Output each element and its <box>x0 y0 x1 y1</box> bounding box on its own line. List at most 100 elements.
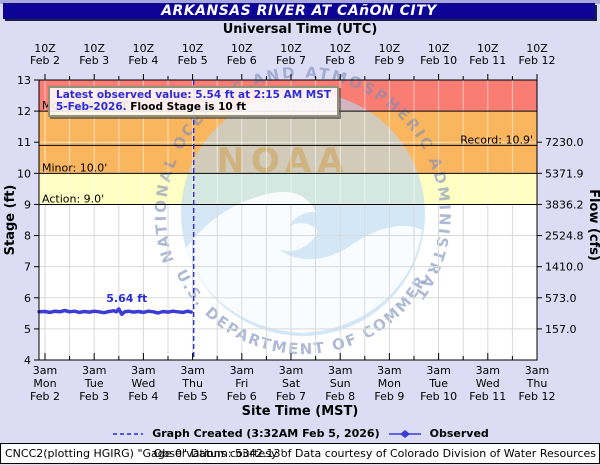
observed-date-text: 5-Feb-2026. <box>56 101 127 113</box>
site-tick-date: Feb 4 <box>128 390 158 403</box>
site-tick-time: 3am <box>328 364 352 377</box>
stage-tick-label: 9 <box>24 198 31 211</box>
page-top-strip <box>0 0 600 4</box>
stage-tick-label: 7 <box>24 261 31 274</box>
stage-tick-label: 12 <box>17 105 31 118</box>
site-tick-date: Feb 5 <box>178 390 208 403</box>
site-time-axis-title: Site Time (MST) <box>241 404 359 419</box>
flow-tick-label: 3836.2 <box>545 198 584 211</box>
flow-tick-label: 157.0 <box>545 323 577 336</box>
utc-tick-date: Feb 6 <box>227 54 257 67</box>
utc-tick-label: 10Z <box>526 42 548 55</box>
flow-tick-label: 7230.0 <box>545 136 584 149</box>
site-tick-dow: Wed <box>476 377 500 390</box>
site-tick-time: 3am <box>230 364 254 377</box>
site-tick-dow: Sat <box>282 377 301 390</box>
station-datum-text: CNCC2(plotting HGIRG) "Gage 0" Datum: 53… <box>5 447 284 460</box>
site-tick-date: Feb 12 <box>519 390 556 403</box>
site-tick-dow: Mon <box>33 377 56 390</box>
site-tick-time: 3am <box>131 364 155 377</box>
utc-tick-date: Feb 5 <box>178 54 208 67</box>
site-tick-date: Feb 7 <box>276 390 306 403</box>
stage-tick-label: 13 <box>17 74 31 87</box>
site-tick-time: 3am <box>426 364 450 377</box>
utc-tick-date: Feb 3 <box>79 54 109 67</box>
flow-tick-label: 1410.0 <box>545 261 584 274</box>
flood-label-record: Record: 10.9' <box>460 133 533 146</box>
utc-tick-label: 10Z <box>133 42 155 55</box>
site-tick-date: Feb 11 <box>469 390 506 403</box>
site-tick-dow: Mon <box>378 377 401 390</box>
site-tick-dow: Thu <box>181 377 203 390</box>
utc-tick-label: 10Z <box>182 42 204 55</box>
page-title: ARKANSAS RIVER AT CAñON CITY <box>3 3 595 19</box>
flow-tick-label: 2524.8 <box>545 230 584 243</box>
utc-tick-date: Feb 11 <box>469 54 506 67</box>
site-tick-time: 3am <box>279 364 303 377</box>
observed-legend-label: Observed <box>429 427 489 440</box>
stage-tick-label: 8 <box>24 230 31 243</box>
utc-tick-date: Feb 10 <box>420 54 457 67</box>
utc-tick-label: 10Z <box>34 42 56 55</box>
footer-bar: CNCC2(plotting HGIRG) "Gage 0" Datum: 53… <box>0 443 600 464</box>
site-tick-time: 3am <box>525 364 549 377</box>
utc-tick-date: Feb 7 <box>276 54 306 67</box>
site-tick-date: Feb 6 <box>227 390 257 403</box>
stage-tick-label: 11 <box>17 136 31 149</box>
chart-legend: Graph Created (3:32AM Feb 5, 2026) Obser… <box>0 427 600 440</box>
utc-tick-label: 10Z <box>231 42 253 55</box>
data-courtesy-text: Observations courtesy of Data courtesy o… <box>153 447 596 460</box>
flow-tick-label: 573.0 <box>545 292 577 305</box>
site-tick-dow: Fri <box>235 377 248 390</box>
site-tick-date: Feb 3 <box>79 390 109 403</box>
flood-stage-note: Flood Stage is 10 ft <box>126 101 246 113</box>
stage-axis-label: Stage (ft) <box>3 185 18 256</box>
flow-tick-label: 5371.9 <box>545 167 584 180</box>
flood-label-minor: Minor: 10.0' <box>42 161 107 174</box>
site-tick-date: Feb 10 <box>420 390 457 403</box>
stage-tick-label: 6 <box>24 292 31 305</box>
plot-border <box>38 79 538 361</box>
observed-series-icon <box>388 429 421 438</box>
utc-tick-label: 10Z <box>280 42 302 55</box>
site-tick-time: 3am <box>377 364 401 377</box>
site-tick-date: Feb 9 <box>374 390 404 403</box>
flood-stage-text: 5-Feb-2026. Flood Stage is 10 ft <box>56 101 331 113</box>
utc-tick-date: Feb 12 <box>519 54 556 67</box>
utc-tick-label: 10Z <box>477 42 499 55</box>
utc-tick-date: Feb 9 <box>374 54 404 67</box>
utc-tick-label: 10Z <box>83 42 105 55</box>
graph-created-dash-icon <box>113 432 144 435</box>
utc-tick-date: Feb 8 <box>325 54 355 67</box>
utc-tick-label: 10Z <box>379 42 401 55</box>
site-tick-date: Feb 2 <box>30 390 60 403</box>
max-value-label: 5.64 ft <box>106 292 147 305</box>
utc-tick-date: Feb 4 <box>128 54 158 67</box>
site-tick-dow: Sun <box>330 377 351 390</box>
site-tick-time: 3am <box>82 364 106 377</box>
site-tick-time: 3am <box>476 364 500 377</box>
latest-observed-value-text: Latest observed value: 5.54 ft at 2:15 A… <box>56 89 331 101</box>
utc-axis-title: Universal Time (UTC) <box>222 22 378 37</box>
stage-tick-label: 5 <box>24 323 31 336</box>
utc-tick-label: 10Z <box>329 42 351 55</box>
site-tick-time: 3am <box>180 364 204 377</box>
stage-tick-label: 10 <box>17 167 31 180</box>
flood-label-action: Action: 9.0' <box>42 192 104 205</box>
observed-line <box>37 307 193 317</box>
graph-created-label: Graph Created (3:32AM Feb 5, 2026) <box>152 427 380 440</box>
site-tick-dow: Tue <box>428 377 448 390</box>
utc-tick-label: 10Z <box>428 42 450 55</box>
site-tick-dow: Thu <box>526 377 548 390</box>
flow-axis-label: Flow (cfs) <box>586 189 600 261</box>
site-tick-time: 3am <box>33 364 57 377</box>
noaa-acronym-text: NOAA <box>216 141 349 181</box>
stage-tick-label: 4 <box>24 354 31 367</box>
latest-observed-info-box: Latest observed value: 5.54 ft at 2:15 A… <box>48 86 339 117</box>
site-tick-date: Feb 8 <box>325 390 355 403</box>
site-tick-dow: Tue <box>84 377 104 390</box>
site-tick-dow: Wed <box>131 377 155 390</box>
utc-tick-date: Feb 2 <box>30 54 60 67</box>
